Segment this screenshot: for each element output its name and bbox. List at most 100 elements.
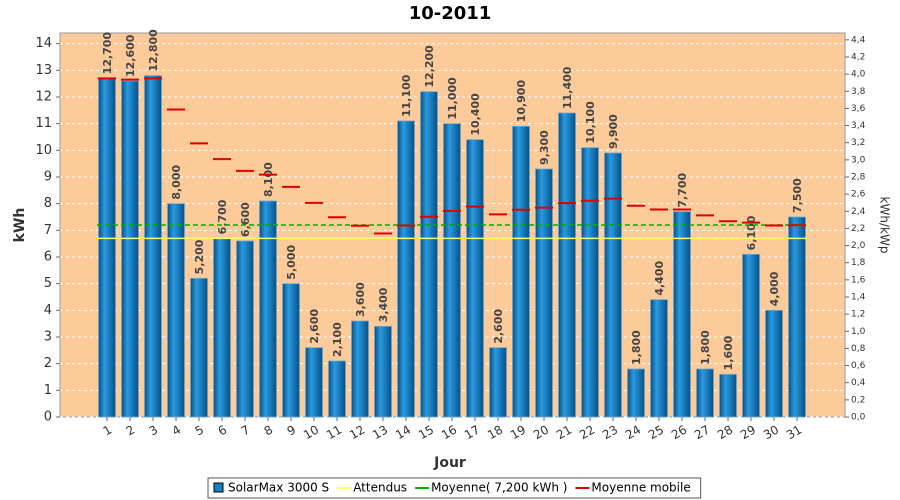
legend-label: Attendus xyxy=(353,481,407,495)
bar-value-label: 4,400 xyxy=(653,261,666,296)
y2-axis-label: kWh/kWp xyxy=(878,197,892,254)
bar xyxy=(213,237,231,418)
bar-value-label: 11,100 xyxy=(400,74,413,117)
bar-value-label: 9,300 xyxy=(538,130,551,165)
x-tick-label: 13 xyxy=(370,423,390,443)
bar-value-label: 1,600 xyxy=(722,335,735,370)
bar-value-label: 1,800 xyxy=(699,330,712,365)
legend-label: Moyenne mobile xyxy=(591,481,690,495)
x-tick-label: 29 xyxy=(738,423,758,443)
bar xyxy=(259,200,277,418)
x-tick-label: 23 xyxy=(600,423,620,443)
x-tick-label: 3 xyxy=(147,423,161,439)
bar xyxy=(328,360,346,418)
bar xyxy=(167,203,185,418)
x-tick-label: 11 xyxy=(324,423,344,443)
bar xyxy=(443,123,461,418)
bar xyxy=(627,368,645,418)
y2-tick-label: 0,8 xyxy=(851,344,866,354)
x-tick-label: 19 xyxy=(508,423,528,443)
bar-value-label: 12,200 xyxy=(423,45,436,88)
bar xyxy=(696,368,714,418)
y-axis-label: kWh xyxy=(12,208,28,243)
x-tick-label: 24 xyxy=(623,423,643,443)
y2-tick-label: 4,2 xyxy=(851,53,865,63)
bar xyxy=(489,347,507,418)
bar xyxy=(512,125,530,418)
bar xyxy=(719,373,737,418)
bar-value-label: 11,400 xyxy=(561,66,574,109)
y2-tick-label: 1,8 xyxy=(851,258,866,268)
bar-value-label: 10,900 xyxy=(515,80,528,123)
bar-value-label: 7,500 xyxy=(791,178,804,213)
legend-swatch xyxy=(213,482,224,493)
y-tick-label: 7 xyxy=(44,223,52,238)
bar-value-label: 3,400 xyxy=(377,287,390,322)
y-tick-label: 1 xyxy=(44,383,52,398)
bar-value-label: 2,600 xyxy=(308,309,321,344)
bar xyxy=(466,139,484,418)
bar-value-label: 7,700 xyxy=(676,173,689,208)
x-tick-label: 25 xyxy=(646,423,666,443)
y-tick-label: 8 xyxy=(44,196,52,211)
y2-tick-label: 0,6 xyxy=(851,361,866,371)
y-tick-label: 0 xyxy=(44,410,52,425)
bar xyxy=(190,277,208,418)
y-tick-label: 6 xyxy=(44,250,52,265)
chart-title: 10-2011 xyxy=(409,3,492,24)
y-tick-label: 4 xyxy=(44,303,52,318)
y-tick-label: 14 xyxy=(35,36,52,51)
bar-value-label: 5,200 xyxy=(193,239,206,274)
bar xyxy=(236,240,254,418)
x-tick-label: 17 xyxy=(462,423,482,443)
bar-value-label: 6,100 xyxy=(745,215,758,250)
bar-value-label: 12,600 xyxy=(124,34,137,77)
x-tick-label: 4 xyxy=(170,423,184,439)
y2-tick-label: 2,6 xyxy=(851,190,866,200)
y2-tick-label: 2,8 xyxy=(851,173,866,183)
y2-tick-label: 0,0 xyxy=(851,413,866,423)
bar-value-label: 2,600 xyxy=(492,309,505,344)
legend-label: Moyenne( 7,200 kWh ) xyxy=(431,481,567,495)
y-tick-label: 10 xyxy=(35,143,52,158)
bar xyxy=(535,168,553,418)
x-tick-label: 30 xyxy=(761,423,781,443)
y-tick-label: 12 xyxy=(35,90,52,105)
y-tick-label: 9 xyxy=(44,170,52,185)
x-tick-label: 14 xyxy=(393,423,413,443)
bar-value-label: 6,600 xyxy=(239,202,252,237)
y2-tick-label: 4,0 xyxy=(851,70,866,80)
x-tick-label: 10 xyxy=(301,423,321,443)
y2-tick-label: 3,4 xyxy=(851,121,866,131)
y2-tick-label: 1,2 xyxy=(851,310,865,320)
bar xyxy=(604,152,622,418)
legend-label: SolarMax 3000 S xyxy=(228,481,329,495)
x-tick-label: 8 xyxy=(262,423,276,439)
y2-tick-label: 2,2 xyxy=(851,224,865,234)
x-axis-label: Jour xyxy=(433,455,466,471)
x-tick-label: 18 xyxy=(485,423,505,443)
y2-tick-label: 1,0 xyxy=(851,327,866,337)
x-tick-label: 15 xyxy=(416,423,436,443)
bar-value-label: 12,800 xyxy=(147,29,160,72)
bar xyxy=(282,283,300,418)
legend-box xyxy=(207,477,702,499)
bar xyxy=(581,147,599,418)
bar-value-label: 2,100 xyxy=(331,322,344,357)
y2-tick-label: 1,4 xyxy=(851,293,866,303)
x-tick-label: 1 xyxy=(101,423,115,439)
y-tick-label: 2 xyxy=(44,356,52,371)
bar xyxy=(351,320,369,418)
bar xyxy=(673,211,691,418)
x-tick-label: 5 xyxy=(193,423,207,439)
bar-value-label: 1,800 xyxy=(630,330,643,365)
y2-tick-label: 3,8 xyxy=(851,87,866,97)
y2-tick-label: 3,6 xyxy=(851,104,866,114)
x-tick-label: 22 xyxy=(577,423,597,443)
x-tick-label: 21 xyxy=(554,423,574,443)
x-tick-label: 31 xyxy=(784,423,804,443)
bar xyxy=(765,309,783,418)
bar-value-label: 3,600 xyxy=(354,282,367,317)
bar xyxy=(420,91,438,418)
